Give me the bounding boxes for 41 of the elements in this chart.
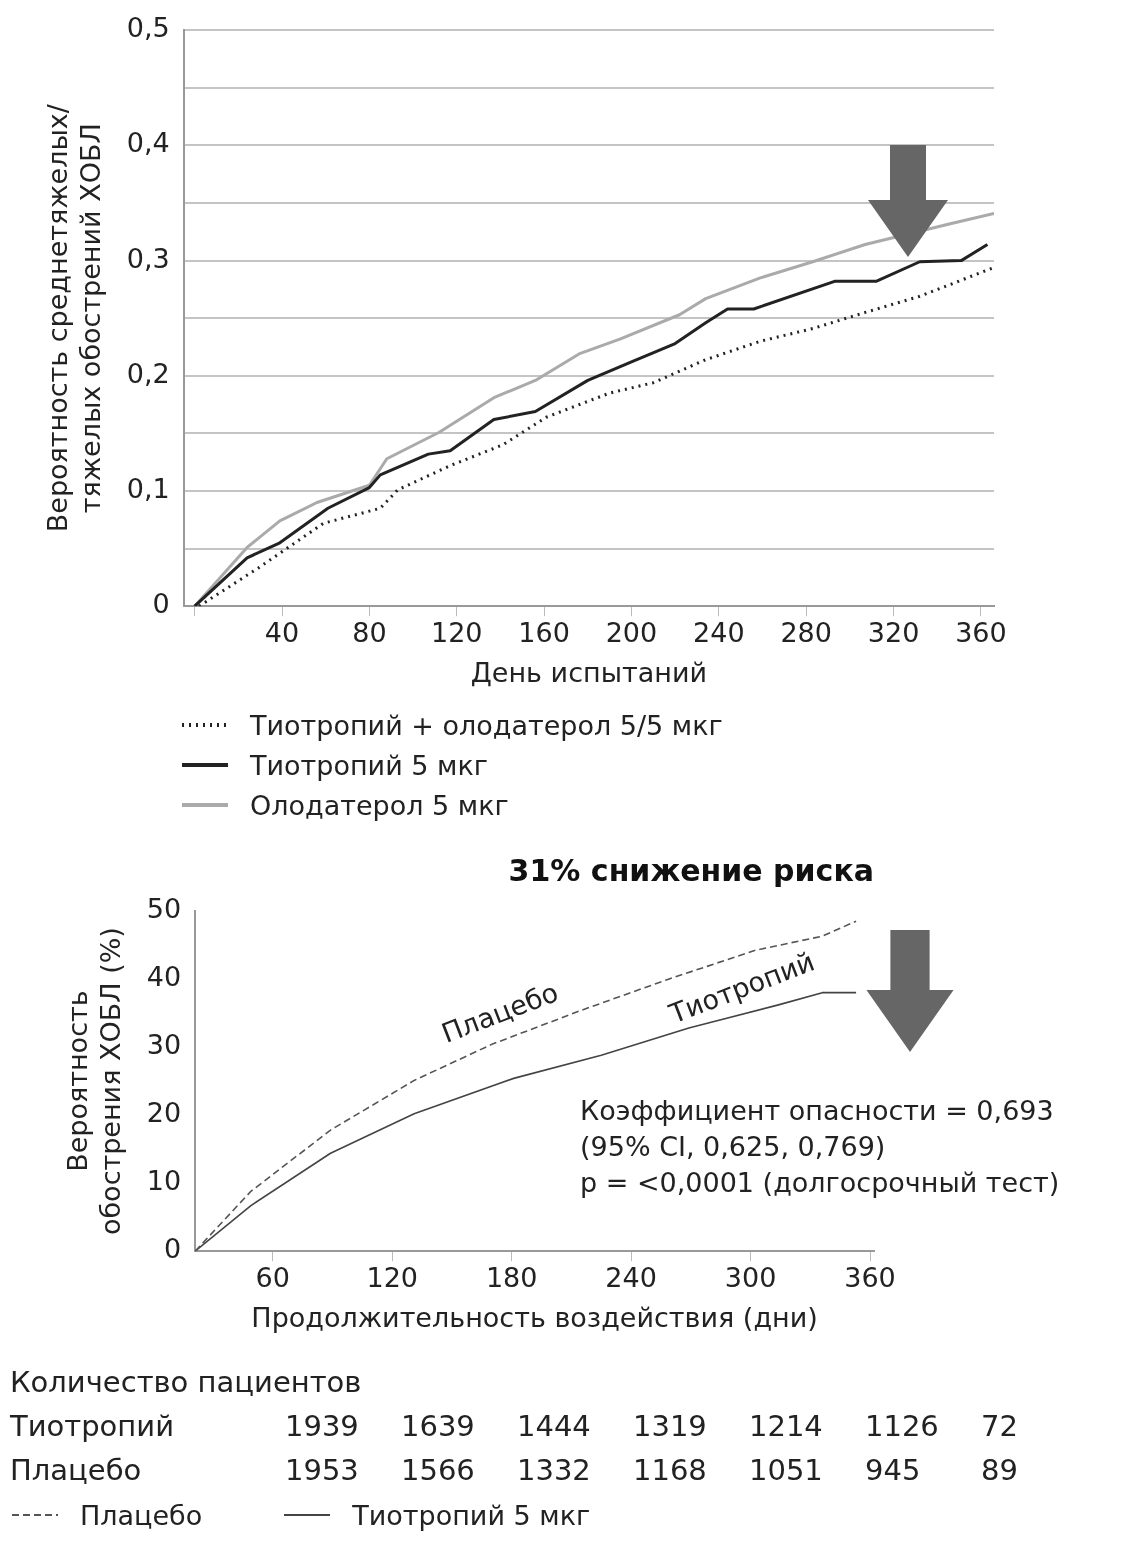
y-tick-label: 20 (146, 1097, 182, 1129)
x-tick-label: 240 (693, 617, 745, 649)
x-tick-label: 280 (780, 617, 832, 649)
x-axis-title: День испытаний (470, 656, 707, 688)
y-tick-label: 50 (146, 893, 182, 925)
y-axis-title: Вероятность среднетяжелых/ тяжелых обострений ХОБЛ (42, 103, 106, 533)
y-tick-label: 0,1 (126, 473, 170, 505)
x-tick-label: 360 (844, 1262, 896, 1294)
y-tick-label: 0,2 (126, 357, 170, 389)
text: Плацебо 1953 1566 1332 1168 1051 945 89 (10, 1453, 1018, 1487)
y-tick-label: 10 (146, 1165, 182, 1197)
legend-label: Тиотропий + олодатерол 5/5 мкг (250, 709, 723, 741)
x-tick-label: 180 (485, 1262, 538, 1294)
text: Тиотропий 1939 1639 1444 1319 1214 1126 72 (10, 1409, 1018, 1443)
legend-label: Плацебо (80, 1499, 203, 1531)
x-tick-label: 160 (518, 617, 570, 649)
y-tick-label: 0,4 (126, 127, 170, 159)
annotation: Коэффициент опасности = 0,693 (95% CI, 0,625, 0,769) p = <0,0001 (долгосрочный тест) (580, 1094, 1060, 1200)
legend-label: Олодатерол 5 мкг (250, 789, 509, 821)
y-axis-title: Вероятность обострения ХОБЛ (%) (62, 927, 126, 1236)
text: Количество пациентов (10, 1365, 362, 1399)
x-tick-label: 40 (264, 617, 300, 649)
x-tick-label: 200 (605, 617, 658, 649)
x-tick-label: 80 (352, 617, 387, 649)
x-tick-label: 240 (605, 1262, 657, 1294)
y-tick-label: 0,5 (126, 12, 170, 44)
x-tick-label: 120 (366, 1262, 419, 1294)
chart-title: 31% снижение риска (508, 852, 874, 888)
y-tick-label: 0,3 (126, 242, 170, 274)
x-tick-label: 120 (430, 617, 483, 649)
x-tick-label: 360 (955, 617, 1007, 649)
y-tick-label: 0 (152, 588, 170, 620)
x-axis-title: Продолжительность воздействия (дни) (251, 1301, 818, 1333)
legend-label: Тиотропий 5 мкг (352, 1499, 591, 1531)
x-tick-label: 300 (724, 1262, 777, 1294)
y-tick-label: 0 (163, 1233, 182, 1265)
y-tick-label: 40 (146, 961, 182, 993)
legend-label: Тиотропий 5 мкг (250, 749, 488, 781)
y-tick-label: 30 (146, 1029, 182, 1061)
x-tick-label: 320 (867, 617, 920, 649)
x-tick-label: 60 (255, 1262, 290, 1294)
